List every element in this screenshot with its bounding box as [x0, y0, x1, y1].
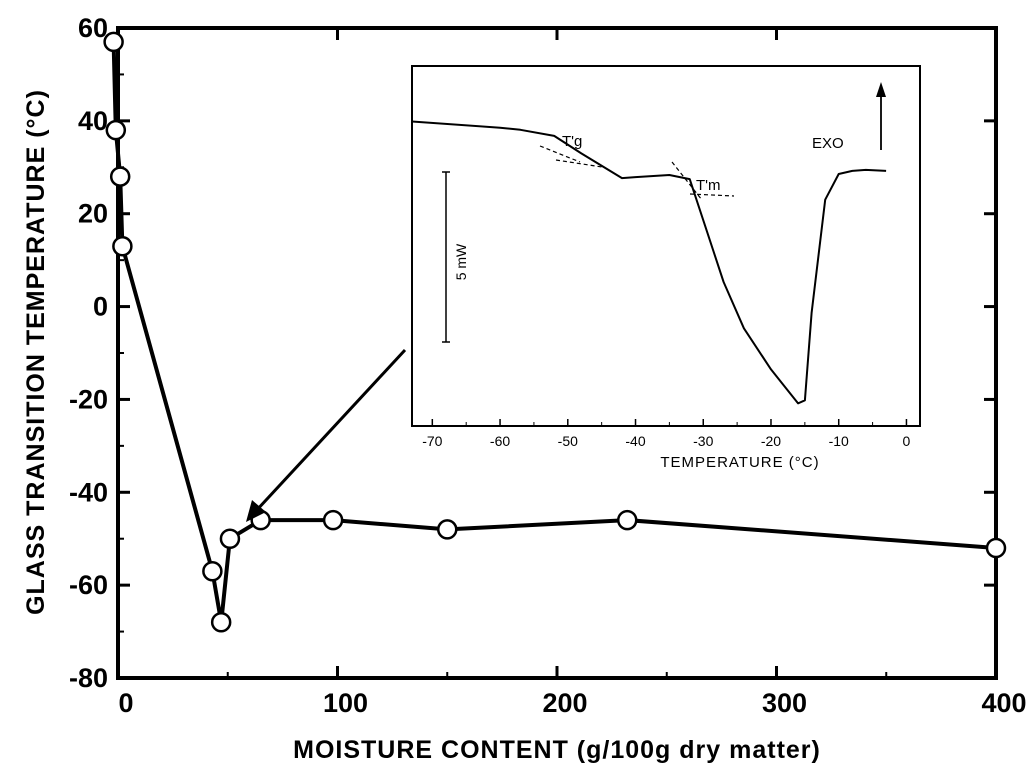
callout-arrow: [246, 348, 407, 522]
main-y-tick-label: 60: [78, 13, 108, 43]
inset-x-tick-label: -10: [829, 433, 849, 449]
inset-x-tick-label: -70: [422, 433, 442, 449]
main-x-tick-label: 100: [323, 688, 368, 718]
main-y-tick-label: -60: [69, 570, 108, 600]
main-x-tick-label: 200: [542, 688, 587, 718]
main-data-point: [437, 519, 458, 540]
main-y-ticks: 60 40 20 0 -20 -40 -60 -80: [69, 13, 996, 693]
main-series: [103, 31, 1007, 633]
main-x-tick-label: 400: [981, 688, 1026, 718]
inset-x-tick-label: 0: [903, 433, 911, 449]
main-x-tick-label: 0: [118, 688, 133, 718]
callout-arrow-shaft: [253, 348, 407, 514]
main-y-tick-label: 20: [78, 199, 108, 229]
tg-tangent-line-2: [555, 159, 603, 168]
inset-x-tick-label: -30: [693, 433, 713, 449]
main-data-point: [985, 537, 1007, 559]
tm-annotation: T'm: [696, 177, 721, 194]
tg-tangent-line-1: [539, 145, 581, 163]
main-data-point: [322, 509, 344, 531]
tg-annotation: T'g: [562, 133, 582, 150]
main-y-tick-label: -80: [69, 663, 108, 693]
main-data-point: [210, 612, 232, 633]
exo-arrow-head: [876, 82, 886, 97]
callout-arrow-head: [246, 500, 266, 522]
inset-x-tick-label: -50: [558, 433, 578, 449]
main-x-ticks: 0 100 200 300 400: [116, 28, 1027, 718]
tm-tangent-line-2: [689, 193, 735, 197]
main-data-point: [109, 166, 131, 187]
inset-x-tick-label: -20: [761, 433, 781, 449]
main-x-tick-label: 300: [762, 688, 807, 718]
scale-bar-label: 5 mW: [453, 243, 469, 280]
main-x-axis-label: MOISTURE CONTENT (g/100g dry matter): [293, 736, 821, 764]
inset-x-tick-label: -40: [625, 433, 645, 449]
main-y-axis-label: GLASS TRANSITION TEMPERATURE (°C): [22, 89, 50, 615]
main-data-point: [616, 509, 638, 531]
main-y-tick-label: -20: [69, 384, 108, 414]
main-data-point: [219, 528, 241, 549]
main-data-point: [105, 119, 127, 141]
inset-frame: [411, 65, 921, 427]
main-y-tick-label: 40: [78, 106, 108, 136]
inset-x-ticks: -70 -60 -50 -40 -30 -20 -10 0: [422, 419, 911, 449]
main-y-tick-label: 0: [93, 292, 108, 322]
inset-x-axis-label: TEMPERATURE (°C): [660, 454, 819, 471]
exo-label: EXO: [812, 135, 844, 152]
inset-dsc-curve: [411, 120, 887, 405]
inset-series: [411, 120, 887, 405]
tm-tangent-line-1: [671, 161, 703, 201]
inset-x-tick-label: -60: [490, 433, 510, 449]
main-data-point: [103, 31, 124, 53]
main-y-tick-label: -40: [69, 477, 108, 507]
inset-background: [412, 66, 920, 426]
main-data-point: [112, 235, 133, 257]
main-data-point: [202, 560, 223, 582]
